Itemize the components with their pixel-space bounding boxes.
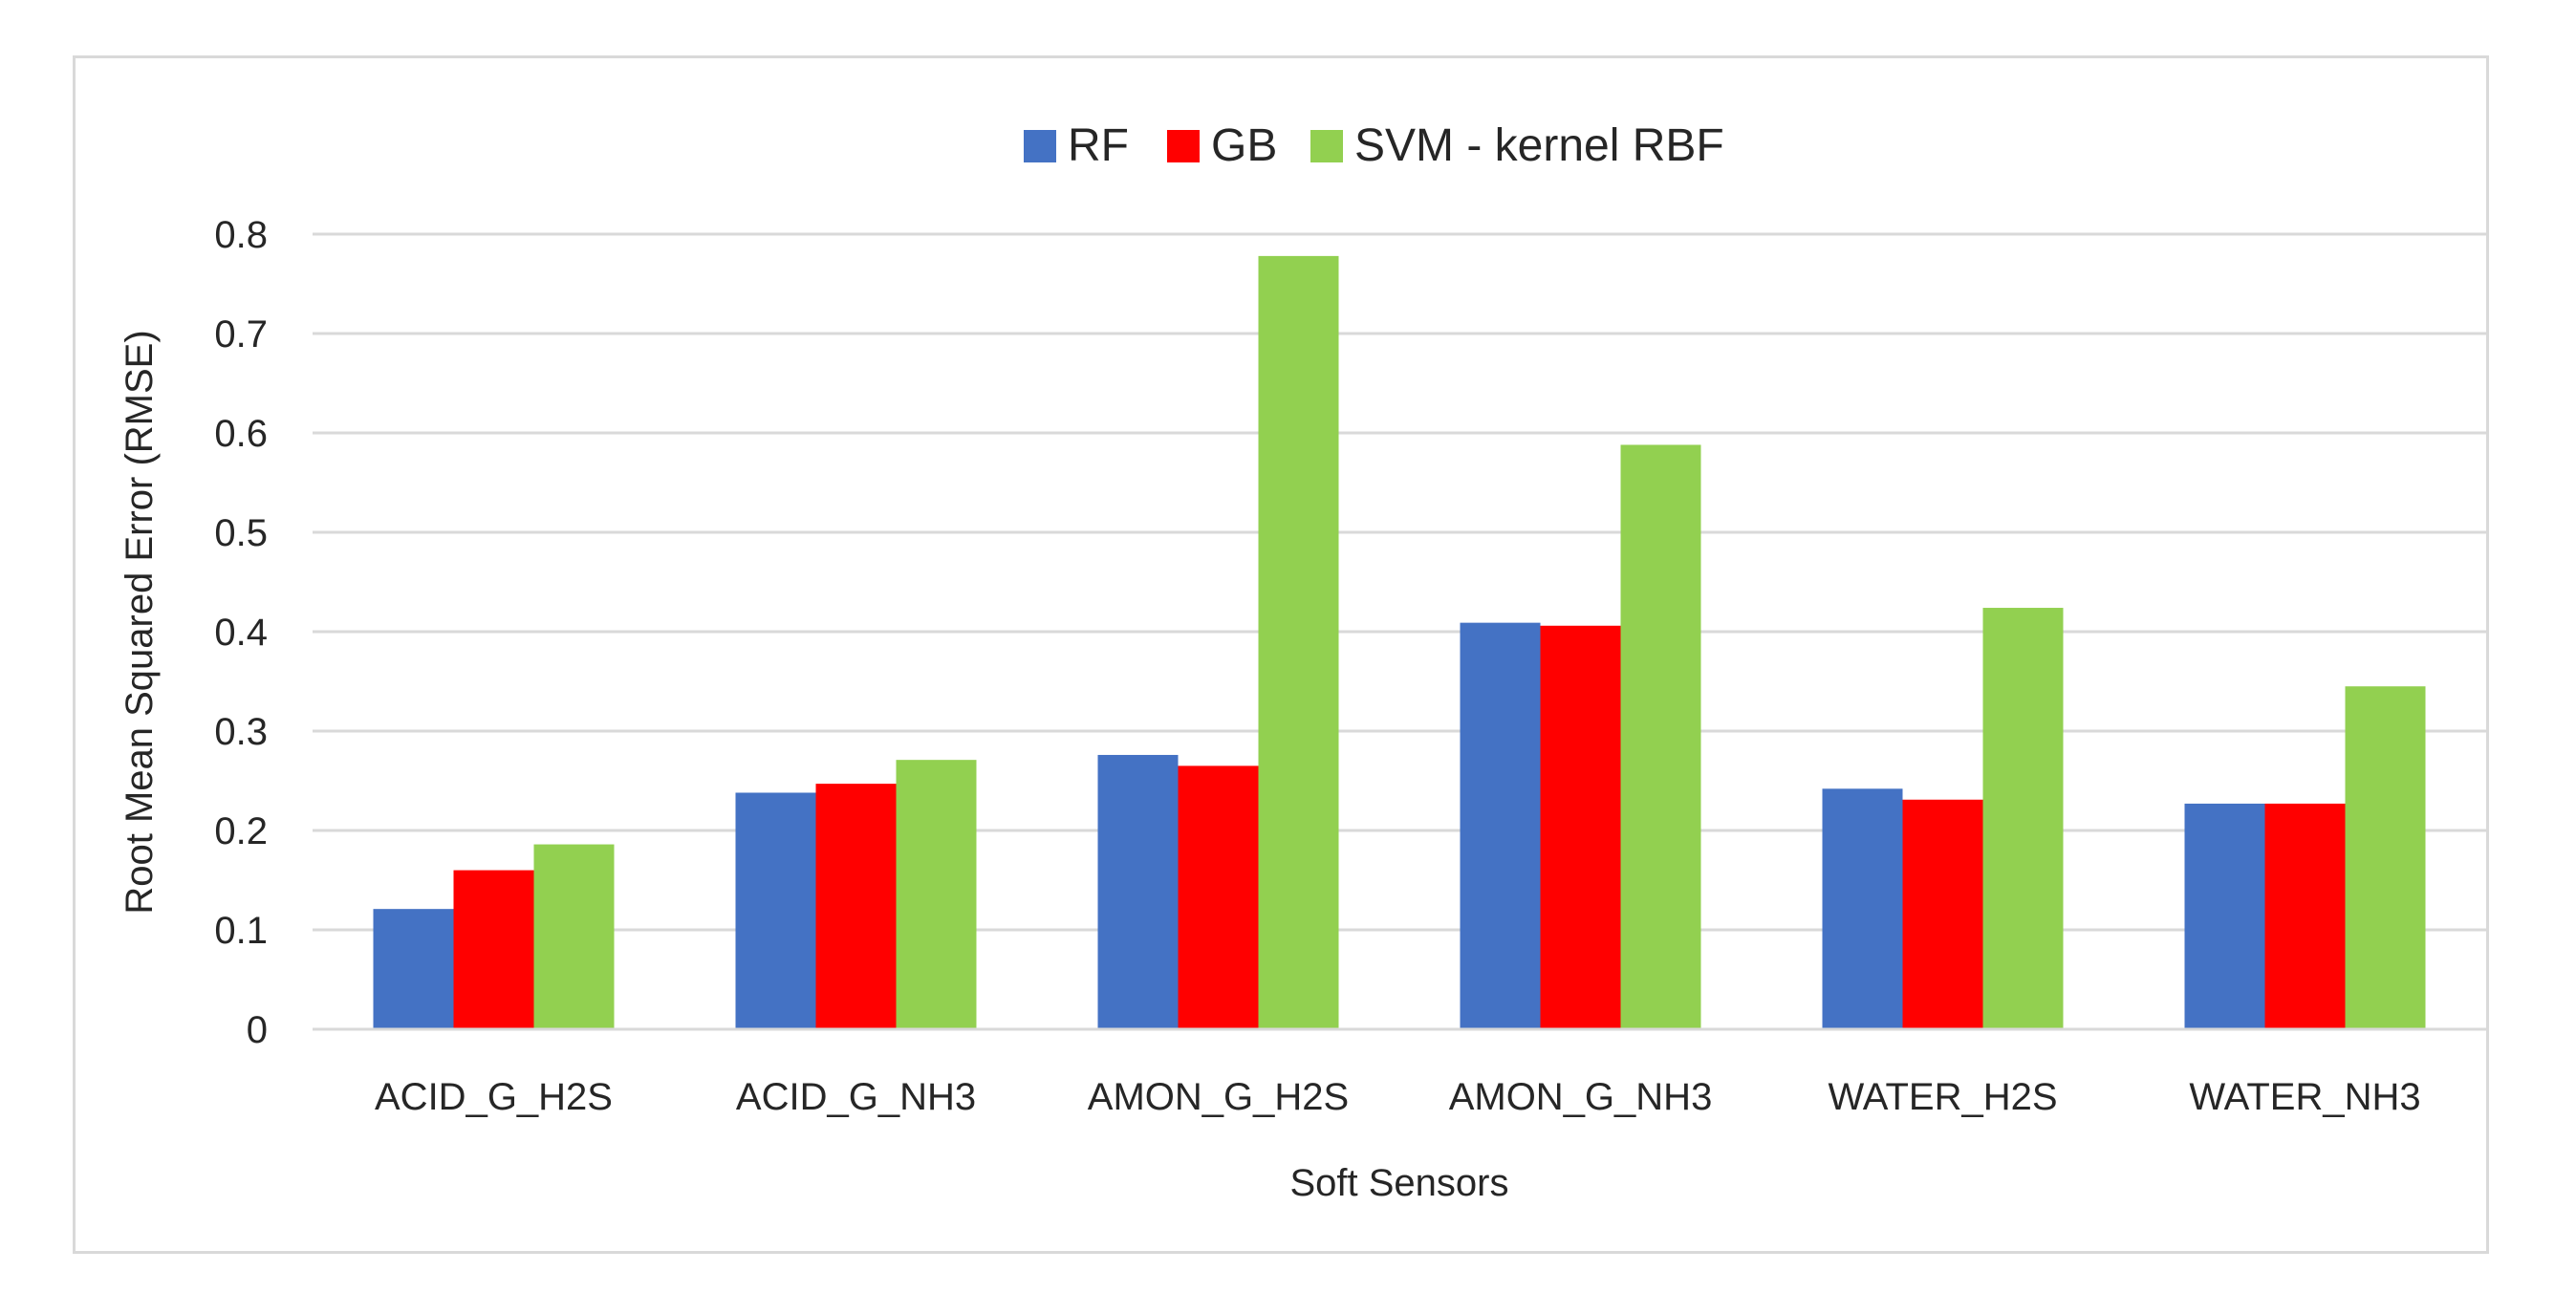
- x-axis-title: Soft Sensors: [1289, 1162, 1508, 1204]
- y-tick-label: 0.5: [214, 512, 268, 554]
- bar-svm-kernel-rbf-amon_g_h2s: [1258, 255, 1339, 1029]
- bar-gb-acid_g_h2s: [453, 870, 534, 1029]
- bar-rf-water_nh3: [2184, 803, 2265, 1029]
- y-tick-label: 0.7: [214, 313, 268, 356]
- bar-svm-kernel-rbf-amon_g_nh3: [1620, 444, 1701, 1030]
- y-tick-label: 0.4: [214, 612, 268, 654]
- x-axis-ticks: ACID_G_H2S ACID_G_NH3 AMON_G_H2S AMON_G_NH3…: [375, 1076, 2421, 1118]
- legend-label: SVM - kernel RBF: [1354, 120, 1724, 171]
- bar-svm-kernel-rbf-water_h2s: [1982, 608, 2064, 1029]
- y-tick-label: 0.8: [214, 214, 268, 256]
- y-tick-label: 0.6: [214, 413, 268, 455]
- x-tick-label: ACID_G_H2S: [375, 1076, 613, 1118]
- x-tick-label: AMON_G_NH3: [1449, 1076, 1713, 1118]
- legend-swatch-rf: [1024, 130, 1056, 162]
- legend-label: GB: [1211, 120, 1277, 171]
- bar-svm-kernel-rbf-acid_g_nh3: [896, 760, 977, 1029]
- bar-gb-water_h2s: [1902, 799, 1983, 1029]
- bar-gb-amon_g_nh3: [1540, 625, 1621, 1029]
- bar-chart: RF GB SVM - kernel RBF 0 0.1 0.2 0.3 0.4 0.5 0.6…: [119, 120, 2486, 1204]
- x-tick-label: WATER_NH3: [2189, 1076, 2420, 1118]
- bar-rf-acid_g_nh3: [735, 792, 816, 1029]
- gridlines: [313, 232, 2486, 932]
- y-tick-label: 0.2: [214, 810, 268, 852]
- bar-gb-amon_g_h2s: [1178, 765, 1259, 1029]
- x-tick-label: WATER_H2S: [1828, 1076, 2057, 1118]
- bar-svm-kernel-rbf-water_nh3: [2345, 686, 2426, 1029]
- bars: [373, 255, 2426, 1030]
- x-tick-label: AMON_G_H2S: [1088, 1076, 1349, 1118]
- x-tick-label: ACID_G_NH3: [736, 1076, 976, 1118]
- legend-label: RF: [1068, 120, 1129, 171]
- y-axis-title: Root Mean Squared Error (RMSE): [119, 330, 161, 914]
- chart-frame: RF GB SVM - kernel RBF 0 0.1 0.2 0.3 0.4 0.5 0.6…: [73, 55, 2489, 1254]
- bar-gb-acid_g_nh3: [815, 784, 897, 1029]
- y-tick-label: 0.1: [214, 910, 268, 952]
- bar-rf-water_h2s: [1822, 788, 1903, 1029]
- y-axis-ticks: 0 0.1 0.2 0.3 0.4 0.5 0.6 0.7 0.8: [214, 214, 268, 1051]
- bar-rf-amon_g_nh3: [1460, 622, 1541, 1029]
- y-tick-label: 0.3: [214, 711, 268, 753]
- bar-svm-kernel-rbf-acid_g_h2s: [533, 844, 615, 1029]
- y-tick-label: 0: [247, 1009, 268, 1051]
- bar-gb-water_nh3: [2264, 803, 2346, 1029]
- legend-swatch-svm-kernel-rbf: [1310, 130, 1343, 162]
- legend: RF GB SVM - kernel RBF: [1024, 120, 1724, 171]
- bar-rf-acid_g_h2s: [373, 909, 454, 1029]
- legend-swatch-gb: [1167, 130, 1200, 162]
- bar-rf-amon_g_h2s: [1097, 754, 1179, 1029]
